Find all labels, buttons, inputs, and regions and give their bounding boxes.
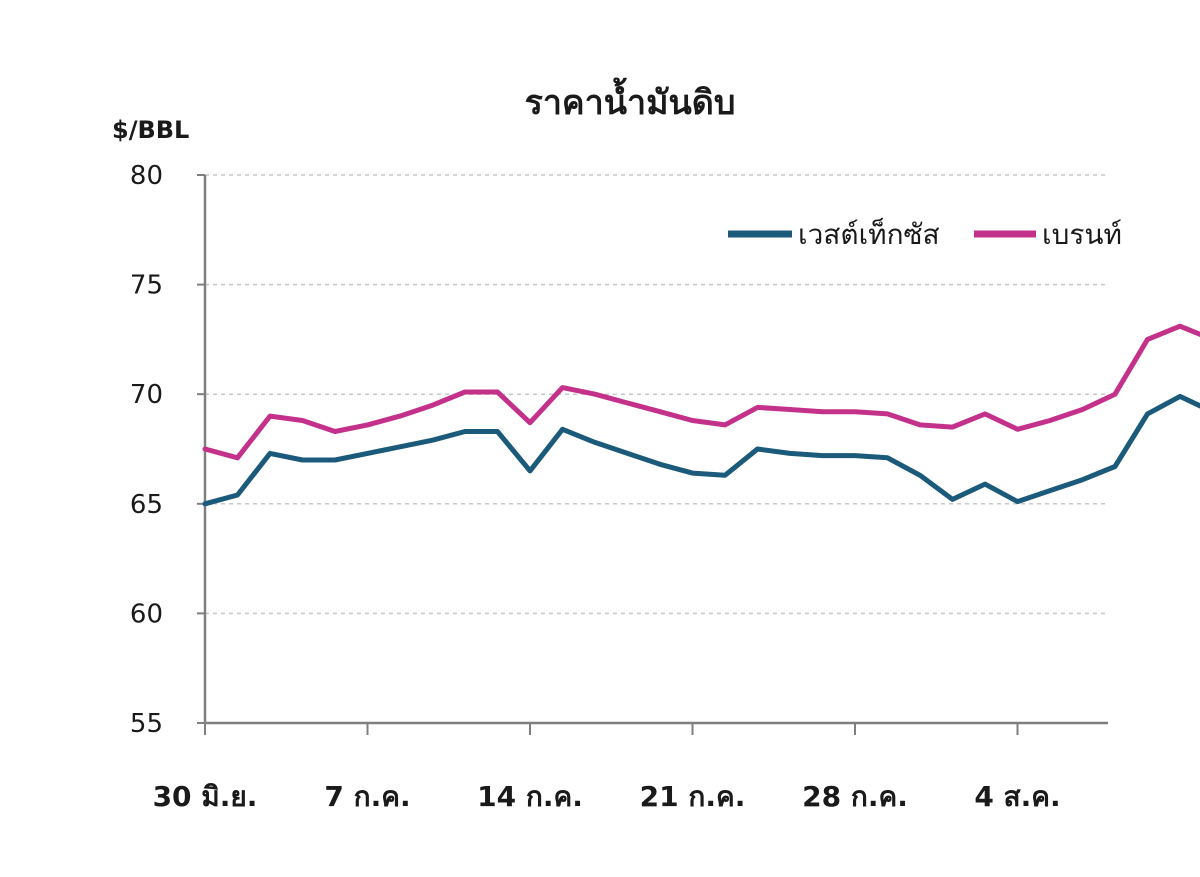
chart-title: ราคาน้ำมันดิบ <box>525 77 736 123</box>
y-tick-label: 80 <box>130 161 163 191</box>
series-line-wti <box>202 393 1200 507</box>
legend: เวสต์เท็กซัส เบรนท์ <box>728 217 1122 251</box>
y-tick-label: 75 <box>130 271 163 301</box>
y-tick-label: 55 <box>130 709 163 739</box>
y-axis-label: $/BBL <box>112 116 189 144</box>
y-tick-label: 65 <box>130 490 163 520</box>
y-tick-label: 60 <box>130 599 163 629</box>
x-tick-label: 14 ก.ค. <box>477 780 583 813</box>
x-tick-label: 30 มิ.ย. <box>153 780 258 813</box>
grid-lines <box>205 174 1108 615</box>
x-tick-label: 4 ส.ค. <box>974 780 1060 813</box>
x-tick-label: 28 ก.ค. <box>802 780 908 813</box>
x-tick-label: 21 ก.ค. <box>640 780 746 813</box>
legend-label-brent: เบรนท์ <box>1042 218 1122 251</box>
series-lines <box>202 323 1200 507</box>
y-tick-label: 70 <box>130 380 163 410</box>
legend-label-wti: เวสต์เท็กซัส <box>798 217 940 251</box>
series-line-brent <box>202 323 1200 461</box>
axes: 80 75 70 65 60 55 30 มิ.ย. 7 ก.ค. 14 ก.ค. 21 ก.ค.… <box>130 161 1108 813</box>
x-tick-label: 7 ก.ค. <box>324 780 410 813</box>
